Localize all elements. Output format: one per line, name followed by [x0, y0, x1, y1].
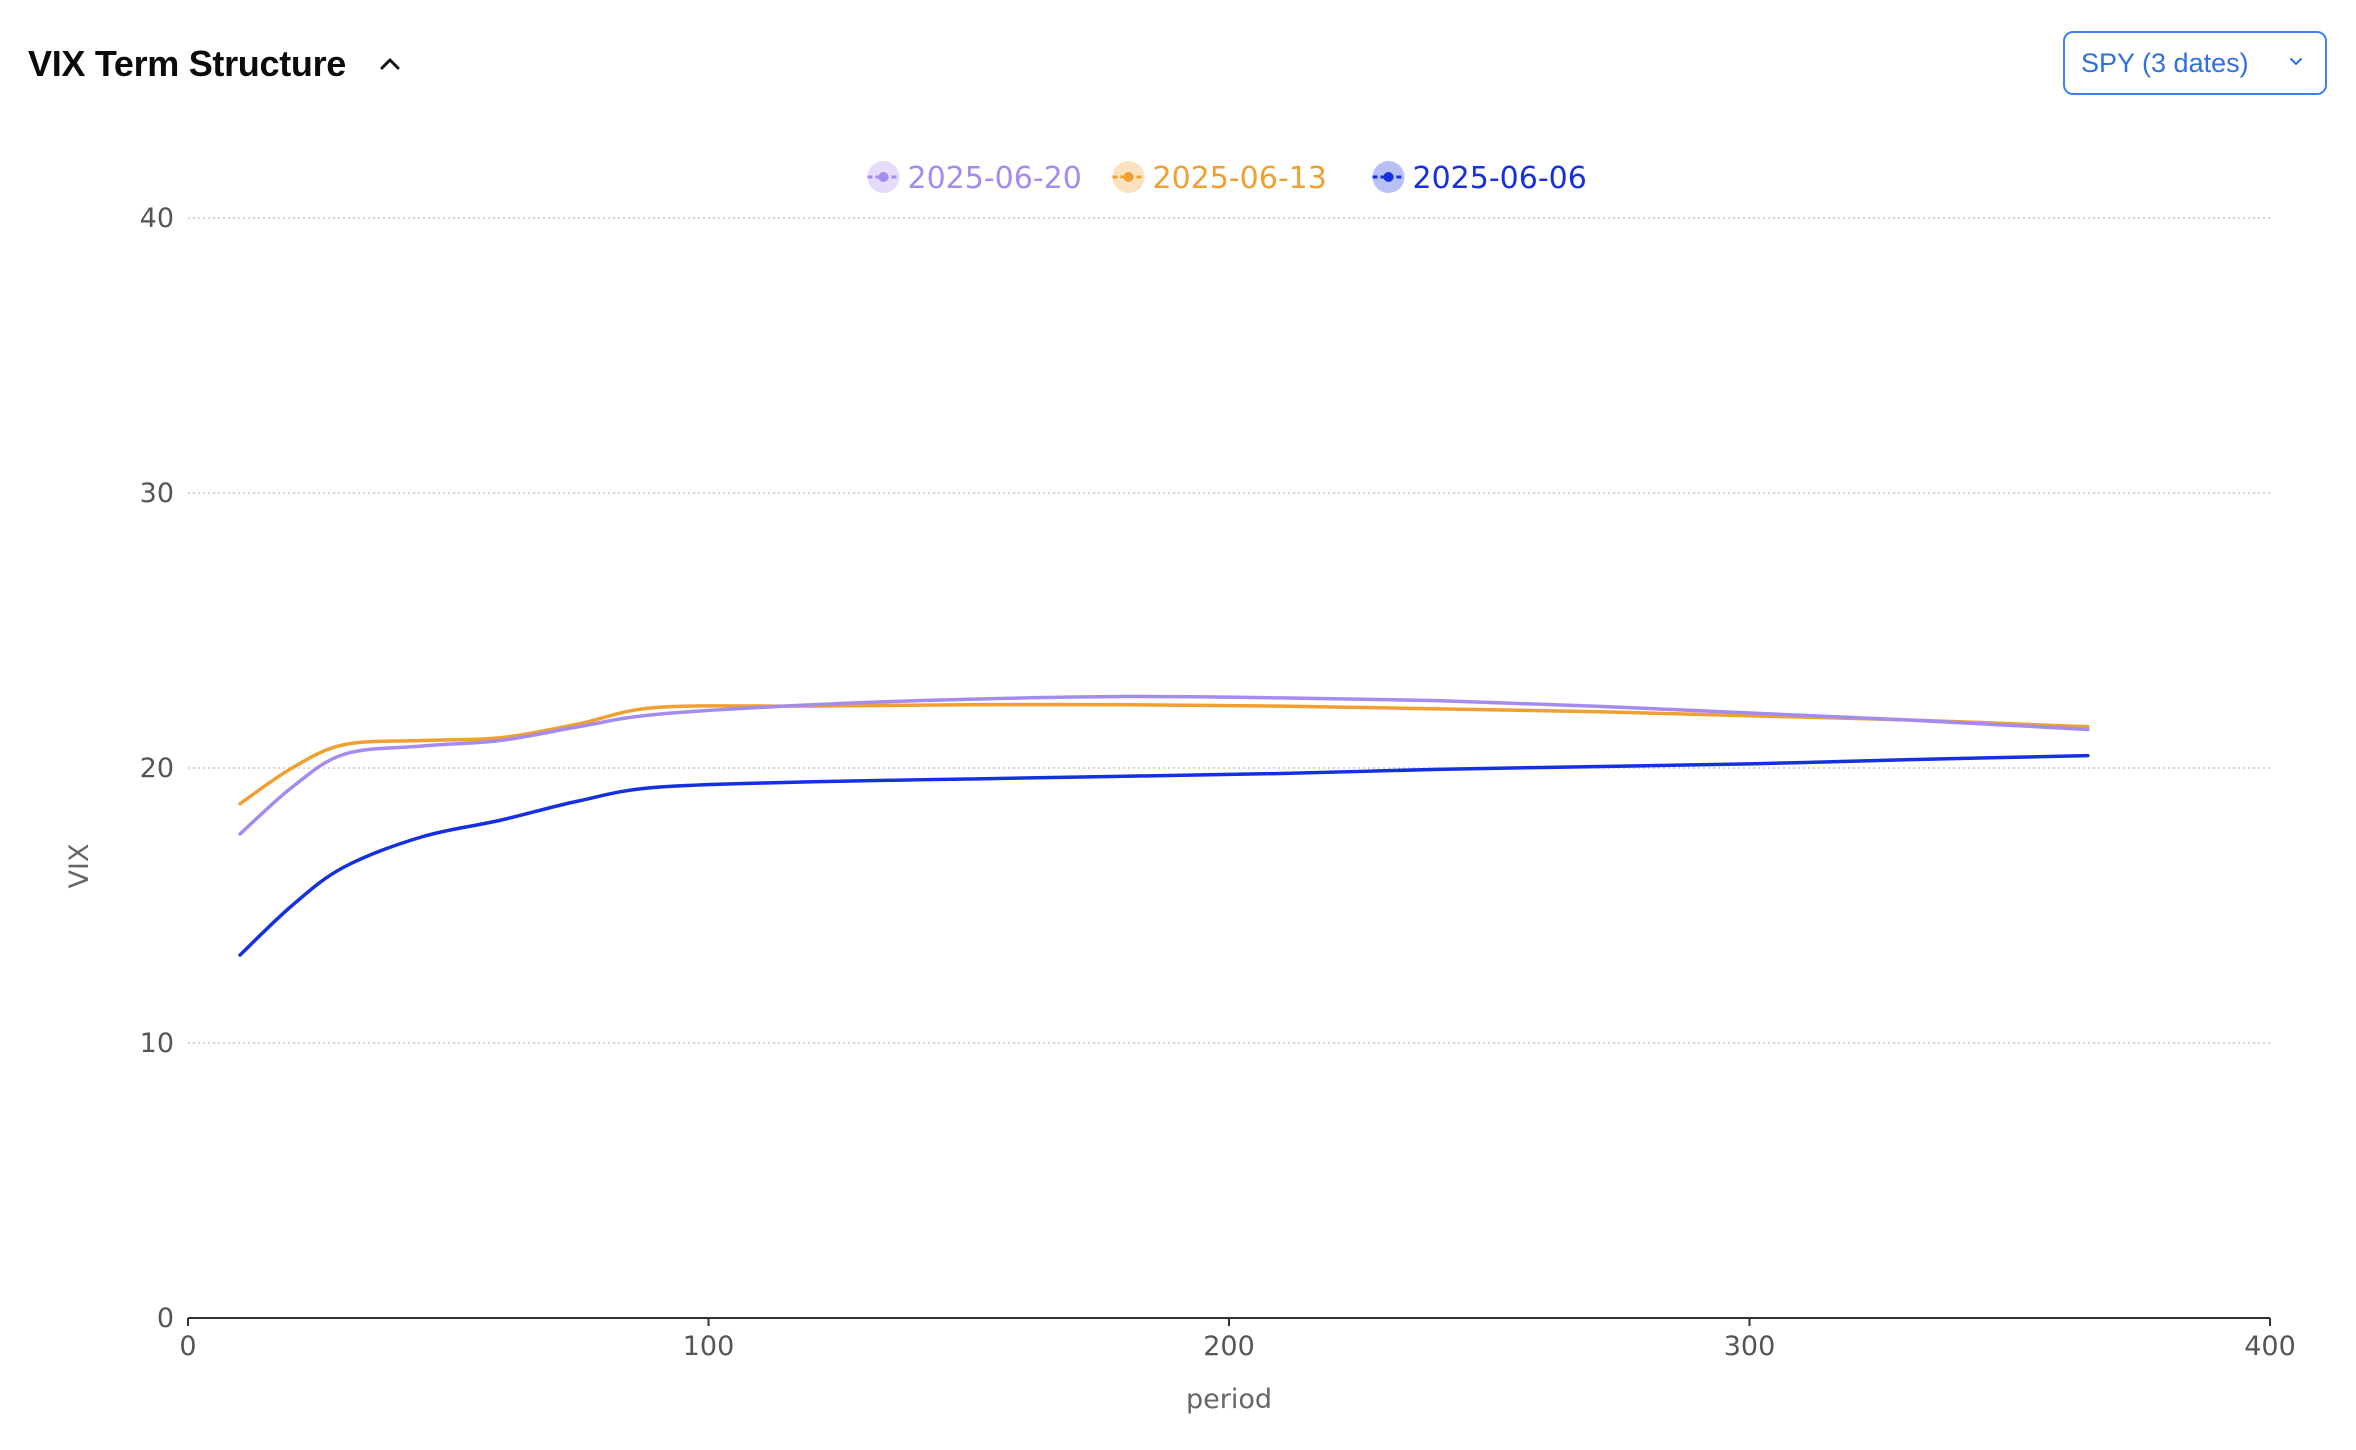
- y-tick-label: 10: [140, 1028, 174, 1059]
- x-tick-label: 100: [683, 1331, 735, 1362]
- symbol-dates-dropdown[interactable]: SPY (3 dates): [2063, 31, 2327, 95]
- series-line: [238, 753, 2090, 957]
- x-tick-label: 200: [1203, 1331, 1255, 1362]
- y-tick-label: 20: [140, 753, 174, 784]
- line-chart: 2025-06-20 2025-06-13 2025-06-06 0 10 20 30 40…: [64, 161, 2296, 1415]
- legend-label: 2025-06-06: [1413, 161, 1587, 196]
- legend-dot-icon: [878, 172, 889, 182]
- y-axis-title: VIX: [64, 844, 95, 889]
- x-tick-label: 300: [1724, 1331, 1776, 1362]
- panel-header: VIX Term Structure: [28, 36, 408, 92]
- legend-dot-icon: [1123, 172, 1134, 182]
- legend-label: 2025-06-20: [908, 161, 1082, 196]
- legend-item[interactable]: 2025-06-13: [1112, 161, 1327, 196]
- series-line: [238, 702, 2090, 806]
- series-line: [238, 694, 2090, 836]
- legend-item[interactable]: 2025-06-06: [1372, 161, 1587, 196]
- y-tick-label: 30: [140, 478, 174, 509]
- chart-series: [238, 694, 2090, 957]
- chart-grid: [188, 217, 2270, 1044]
- legend-item[interactable]: 2025-06-20: [867, 161, 1082, 196]
- legend-dot-icon: [1383, 172, 1394, 182]
- y-tick-label: 0: [157, 1303, 174, 1334]
- chevron-down-icon: [2289, 54, 2303, 72]
- x-tick-label: 400: [2244, 1331, 2296, 1362]
- panel-title: VIX Term Structure: [28, 43, 347, 84]
- x-tick-label: 0: [179, 1331, 196, 1362]
- y-tick-label: 40: [140, 203, 174, 234]
- chart-legend: 2025-06-20 2025-06-13 2025-06-06: [867, 161, 1587, 196]
- x-axis-title: period: [1186, 1384, 1272, 1415]
- chevron-up-icon[interactable]: [372, 46, 408, 82]
- legend-label: 2025-06-13: [1153, 161, 1327, 196]
- dropdown-label: SPY (3 dates): [2081, 47, 2249, 78]
